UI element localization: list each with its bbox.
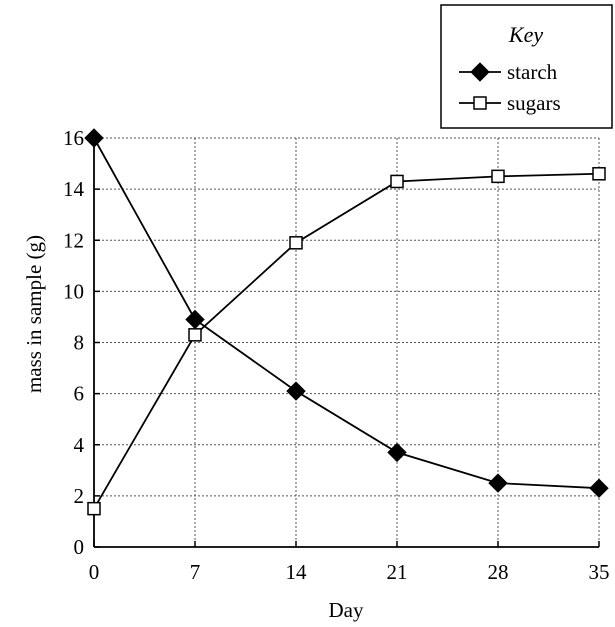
x-tick-label: 21 <box>387 560 408 584</box>
data-point-sugars <box>188 328 202 342</box>
x-tick-label: 14 <box>286 560 308 584</box>
y-tick-label: 0 <box>74 535 85 559</box>
x-axis-label: Day <box>329 598 364 622</box>
legend-marker-sugars <box>473 96 487 110</box>
legend-box <box>440 4 613 129</box>
legend-title: Key <box>508 22 543 47</box>
y-tick-label: 6 <box>74 382 85 406</box>
grid <box>94 137 600 547</box>
y-tick-label: 12 <box>63 228 84 252</box>
legend: Key starch sugars <box>440 4 613 129</box>
y-tick-label: 16 <box>63 126 84 150</box>
data-point-starch <box>286 381 306 401</box>
x-tick-label: 28 <box>488 560 509 584</box>
data-point-starch <box>185 309 205 330</box>
legend-label-sugars: sugars <box>507 91 561 115</box>
y-tick-label: 4 <box>74 433 85 457</box>
axes <box>93 137 600 548</box>
data-point-sugars <box>592 167 606 181</box>
data-point-sugars <box>87 501 101 516</box>
y-axis-label: mass in sample (g) <box>22 235 46 393</box>
data-point-starch <box>589 478 609 498</box>
series-layer <box>84 128 609 516</box>
series-line-starch <box>93 137 600 490</box>
legend-label-starch: starch <box>507 60 558 84</box>
data-point-sugars <box>289 236 303 250</box>
data-point-starch <box>387 442 407 463</box>
y-tick-label: 10 <box>63 279 84 303</box>
x-tick-label: 35 <box>589 560 610 584</box>
y-tick-label: 2 <box>74 484 85 508</box>
y-tick-label: 14 <box>63 177 85 201</box>
x-tick-label: 0 <box>89 560 100 584</box>
legend-marker-starch <box>470 62 490 82</box>
data-point-starch <box>84 128 104 148</box>
x-tick-label: 7 <box>190 560 201 584</box>
y-tick-label: 8 <box>74 331 85 355</box>
data-point-sugars <box>390 174 404 189</box>
series-line-sugars <box>93 172 600 510</box>
data-point-starch <box>488 473 508 493</box>
data-point-sugars <box>491 169 505 184</box>
tick-labels: 0 7 14 21 28 35 0 2 4 6 8 10 12 14 16 <box>63 126 610 584</box>
